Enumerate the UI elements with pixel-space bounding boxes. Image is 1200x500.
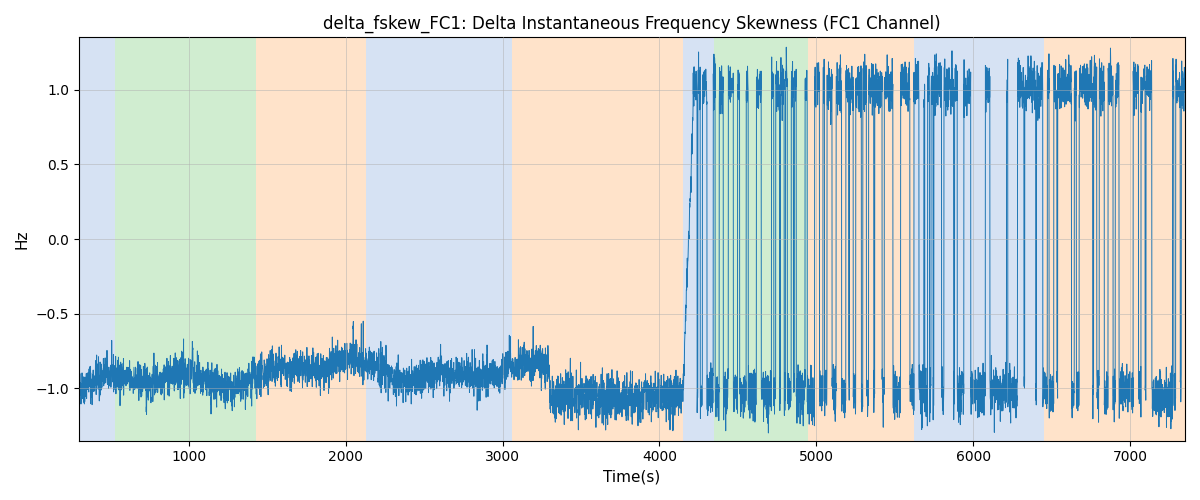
Bar: [913, 38, 1044, 440]
Bar: [366, 38, 512, 440]
Y-axis label: Hz: Hz: [14, 230, 30, 249]
Bar: [79, 38, 115, 440]
Bar: [1044, 38, 1186, 440]
Bar: [809, 38, 913, 440]
Bar: [714, 38, 809, 440]
Title: delta_fskew_FC1: Delta Instantaneous Frequency Skewness (FC1 Channel): delta_fskew_FC1: Delta Instantaneous Fre…: [323, 15, 941, 34]
Bar: [683, 38, 714, 440]
Bar: [115, 38, 256, 440]
Bar: [256, 38, 366, 440]
Bar: [512, 38, 683, 440]
X-axis label: Time(s): Time(s): [604, 470, 660, 485]
